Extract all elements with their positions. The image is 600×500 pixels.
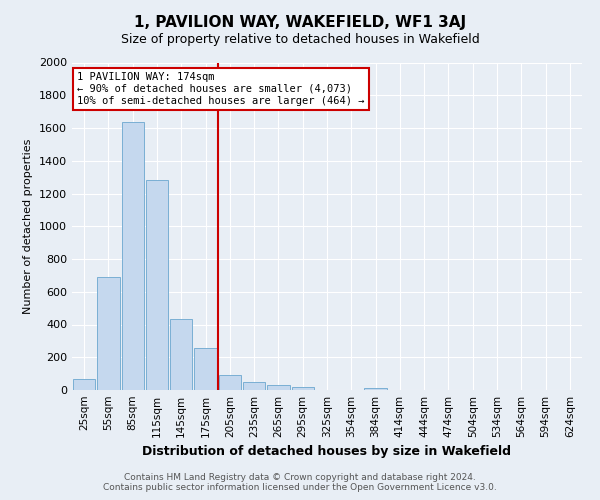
Bar bbox=[170, 319, 193, 390]
Text: 1 PAVILION WAY: 174sqm
← 90% of detached houses are smaller (4,073)
10% of semi-: 1 PAVILION WAY: 174sqm ← 90% of detached… bbox=[77, 72, 365, 106]
Bar bbox=[292, 386, 314, 390]
Y-axis label: Number of detached properties: Number of detached properties bbox=[23, 138, 34, 314]
Text: Contains HM Land Registry data © Crown copyright and database right 2024.
Contai: Contains HM Land Registry data © Crown c… bbox=[103, 473, 497, 492]
Bar bbox=[267, 385, 290, 390]
Bar bbox=[364, 388, 387, 390]
Bar bbox=[97, 277, 119, 390]
Bar bbox=[194, 348, 217, 390]
Text: 1, PAVILION WAY, WAKEFIELD, WF1 3AJ: 1, PAVILION WAY, WAKEFIELD, WF1 3AJ bbox=[134, 15, 466, 30]
Text: Size of property relative to detached houses in Wakefield: Size of property relative to detached ho… bbox=[121, 32, 479, 46]
Bar bbox=[73, 380, 95, 390]
Bar bbox=[218, 376, 241, 390]
X-axis label: Distribution of detached houses by size in Wakefield: Distribution of detached houses by size … bbox=[143, 446, 511, 458]
Bar bbox=[122, 122, 144, 390]
Bar bbox=[146, 180, 168, 390]
Bar bbox=[243, 382, 265, 390]
